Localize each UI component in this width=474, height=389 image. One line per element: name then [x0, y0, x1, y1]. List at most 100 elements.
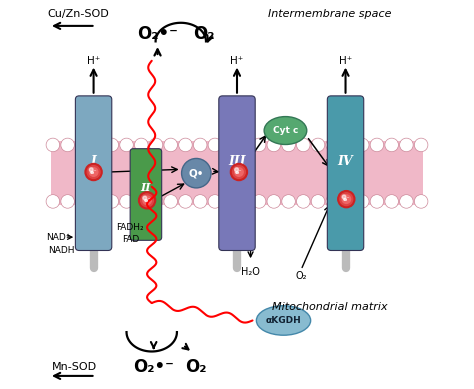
Text: I: I: [91, 155, 97, 168]
Circle shape: [46, 194, 60, 208]
Circle shape: [235, 168, 243, 176]
Circle shape: [135, 194, 148, 208]
Text: O₂•⁻: O₂•⁻: [133, 358, 174, 376]
Circle shape: [149, 138, 163, 152]
Circle shape: [230, 163, 247, 180]
Circle shape: [326, 194, 339, 208]
Circle shape: [120, 194, 133, 208]
Text: e⁻: e⁻: [235, 170, 243, 175]
Circle shape: [267, 138, 281, 152]
Text: e⁻: e⁻: [143, 198, 151, 203]
Circle shape: [414, 194, 428, 208]
Text: Intermembrane space: Intermembrane space: [268, 9, 392, 19]
Circle shape: [179, 138, 192, 152]
Text: Mn-SOD: Mn-SOD: [52, 362, 97, 372]
Text: FAD: FAD: [122, 235, 139, 244]
Circle shape: [326, 138, 339, 152]
Circle shape: [370, 194, 384, 208]
Circle shape: [341, 194, 354, 208]
Circle shape: [297, 194, 310, 208]
Circle shape: [356, 194, 369, 208]
Text: NADH: NADH: [48, 246, 75, 255]
Circle shape: [141, 194, 154, 207]
Text: e⁻: e⁻: [90, 170, 97, 175]
Circle shape: [89, 168, 93, 172]
Circle shape: [182, 158, 211, 188]
Text: e⁻: e⁻: [343, 197, 350, 202]
FancyBboxPatch shape: [75, 96, 112, 251]
Circle shape: [282, 194, 295, 208]
Circle shape: [297, 138, 310, 152]
Text: O₂: O₂: [295, 271, 307, 281]
Text: FADH₂: FADH₂: [117, 223, 144, 232]
Circle shape: [233, 166, 246, 179]
Text: Cyt c: Cyt c: [273, 126, 298, 135]
FancyBboxPatch shape: [328, 96, 364, 251]
Circle shape: [223, 138, 237, 152]
Circle shape: [208, 138, 222, 152]
Circle shape: [143, 196, 146, 200]
Circle shape: [252, 194, 266, 208]
Circle shape: [340, 193, 353, 205]
Circle shape: [75, 194, 89, 208]
Circle shape: [311, 138, 325, 152]
Text: NAD⁺: NAD⁺: [46, 233, 70, 242]
Text: αKGDH: αKGDH: [265, 316, 301, 325]
Text: Cu/Zn-SOD: Cu/Zn-SOD: [47, 9, 109, 19]
Circle shape: [105, 138, 118, 152]
Circle shape: [356, 138, 369, 152]
Circle shape: [400, 138, 413, 152]
Circle shape: [89, 168, 98, 176]
Circle shape: [342, 195, 346, 199]
Circle shape: [105, 194, 118, 208]
Ellipse shape: [256, 306, 310, 335]
Text: III: III: [228, 155, 246, 168]
Text: Q•: Q•: [189, 168, 204, 178]
Circle shape: [237, 194, 251, 208]
Circle shape: [400, 194, 413, 208]
Circle shape: [85, 163, 102, 180]
Circle shape: [385, 138, 399, 152]
Text: II: II: [141, 182, 151, 193]
Ellipse shape: [264, 117, 307, 144]
Text: H⁺: H⁺: [230, 56, 244, 66]
FancyBboxPatch shape: [219, 96, 255, 251]
Text: H⁺: H⁺: [87, 56, 100, 66]
Circle shape: [282, 138, 295, 152]
Circle shape: [61, 194, 74, 208]
Circle shape: [179, 194, 192, 208]
Circle shape: [46, 138, 60, 152]
Circle shape: [414, 138, 428, 152]
Circle shape: [120, 138, 133, 152]
Circle shape: [252, 138, 266, 152]
Text: H⁺: H⁺: [339, 56, 352, 66]
Circle shape: [370, 138, 384, 152]
Text: O₂: O₂: [185, 358, 207, 376]
Circle shape: [338, 191, 355, 208]
Circle shape: [149, 194, 163, 208]
Circle shape: [87, 166, 100, 179]
Circle shape: [61, 138, 74, 152]
Circle shape: [267, 194, 281, 208]
Circle shape: [90, 194, 104, 208]
Circle shape: [237, 138, 251, 152]
Text: IV: IV: [337, 155, 353, 168]
Circle shape: [193, 194, 207, 208]
Circle shape: [341, 138, 354, 152]
Circle shape: [138, 192, 155, 209]
Circle shape: [164, 138, 177, 152]
Circle shape: [75, 138, 89, 152]
Circle shape: [223, 194, 237, 208]
Circle shape: [193, 138, 207, 152]
Text: O₂: O₂: [193, 25, 215, 43]
Circle shape: [135, 138, 148, 152]
Circle shape: [235, 168, 238, 172]
Circle shape: [164, 194, 177, 208]
Circle shape: [208, 194, 222, 208]
Text: O₂•⁻: O₂•⁻: [137, 25, 178, 43]
Circle shape: [342, 195, 351, 203]
Circle shape: [143, 196, 151, 205]
Text: H₂O: H₂O: [241, 267, 260, 277]
FancyBboxPatch shape: [130, 149, 162, 240]
Circle shape: [311, 194, 325, 208]
